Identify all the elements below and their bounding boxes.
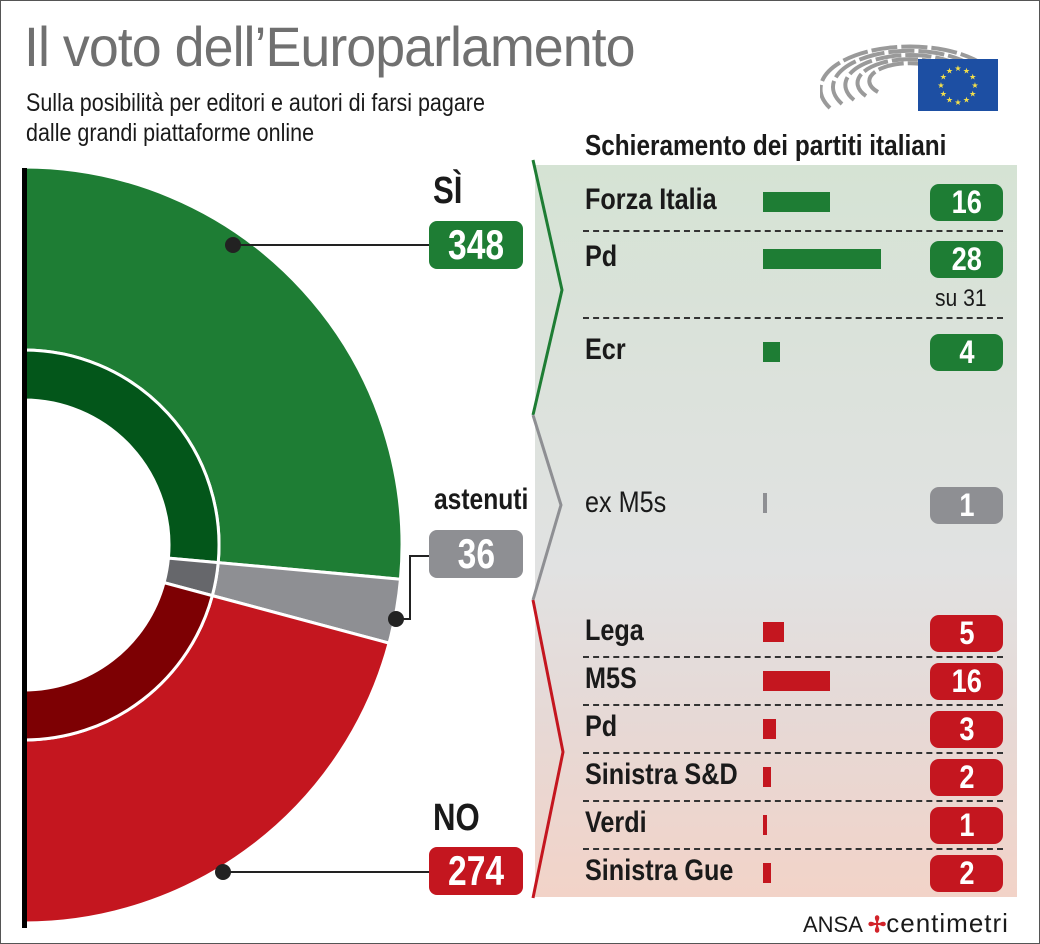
row-divider xyxy=(583,656,1003,658)
row-divider xyxy=(583,704,1003,706)
party-bar-pd-no xyxy=(763,719,776,739)
eu-flag-icon: ★ ★ ★ ★ ★ ★ ★ ★ ★ ★ ★ ★ xyxy=(918,59,998,111)
party-bar-ecr xyxy=(763,342,780,362)
abstain-count: 36 xyxy=(457,530,495,577)
party-label-verdi: Verdi xyxy=(585,806,647,839)
eu-star-icon: ★ xyxy=(954,98,961,107)
party-bar-ex-m5s xyxy=(763,493,768,513)
row-divider xyxy=(583,800,1003,802)
party-badge-ex-m5s: 1 xyxy=(930,487,1003,524)
no-count: 274 xyxy=(447,847,505,894)
party-value-verdi: 1 xyxy=(958,807,975,843)
eu-star-icon: ★ xyxy=(940,90,947,99)
abstain-label: astenuti xyxy=(434,483,529,516)
party-label-ecr: Ecr xyxy=(585,333,626,366)
row-divider xyxy=(583,752,1003,754)
party-badge-verdi: 1 xyxy=(930,807,1003,844)
eu-star-icon: ★ xyxy=(940,73,947,82)
eu-star-icon: ★ xyxy=(954,64,961,73)
credit-agency: ANSA xyxy=(803,912,862,937)
party-badge-sinistra-gue: 2 xyxy=(930,855,1003,892)
party-label-pd-yes: Pd xyxy=(585,240,618,273)
credit-brand: centimetri xyxy=(886,908,1009,938)
party-value-lega: 5 xyxy=(958,615,975,651)
yes-group-bracket xyxy=(531,159,564,416)
yes-label: SÌ xyxy=(433,170,463,212)
eu-star-icon: ★ xyxy=(969,90,976,99)
no-label: NO xyxy=(433,797,480,839)
party-bar-m5s xyxy=(763,671,831,691)
credit-logo: ANSA ✢centimetri xyxy=(803,908,1009,939)
abstain-count-badge: 36 xyxy=(429,530,523,578)
party-label-m5s: M5S xyxy=(585,662,637,695)
party-bar-sinistra-gue xyxy=(763,863,772,883)
row-divider xyxy=(583,317,1003,319)
party-badge-lega: 5 xyxy=(930,615,1003,652)
party-label-lega: Lega xyxy=(585,614,644,647)
party-value-m5s: 16 xyxy=(951,663,982,699)
subtitle: Sulla posibilità per editori e autori di… xyxy=(26,88,485,148)
party-label-sinistra-gue: Sinistra Gue xyxy=(585,854,734,887)
row-divider xyxy=(583,230,1003,232)
pd-yes-note: su 31 xyxy=(935,285,987,312)
party-bar-pd-yes xyxy=(763,249,881,269)
eu-star-icon: ★ xyxy=(946,96,953,105)
eu-stars: ★★★★★★★★★ ★ ★★ xyxy=(937,64,978,107)
row-divider xyxy=(583,848,1003,850)
party-bar-sinistra-sd xyxy=(763,767,772,787)
yes-connector-dot xyxy=(225,237,241,253)
party-label-sinistra-sd: Sinistra S&D xyxy=(585,758,738,791)
no-count-badge: 274 xyxy=(429,847,523,895)
page-title: Il voto dell’Europarlamento xyxy=(24,15,636,78)
donut-slice-no xyxy=(22,593,391,925)
party-badge-forza-italia: 16 xyxy=(930,184,1003,221)
subtitle-line-2: dalle grandi piattaforme online xyxy=(26,119,315,147)
abstain-connector-dot xyxy=(388,611,404,627)
party-bar-lega xyxy=(763,622,784,642)
party-value-pd-yes: 28 xyxy=(951,241,982,277)
party-label-pd-no: Pd xyxy=(585,710,618,743)
party-label-forza-italia: Forza Italia xyxy=(585,183,717,216)
donut-axis-line xyxy=(22,168,27,928)
party-value-forza-italia: 16 xyxy=(951,184,982,220)
party-badge-m5s: 16 xyxy=(930,663,1003,700)
party-badge-ecr: 4 xyxy=(930,334,1003,371)
party-bar-verdi xyxy=(763,815,768,835)
abstain-group-bracket xyxy=(531,414,563,601)
eu-star-icon: ★ xyxy=(969,73,976,82)
party-value-pd-no: 3 xyxy=(958,711,975,747)
yes-count-badge: 348 xyxy=(429,221,523,269)
party-value-sinistra-sd: 2 xyxy=(958,759,975,795)
no-connector-dot xyxy=(215,864,231,880)
eu-star-icon: ★ xyxy=(971,81,978,90)
yes-count: 348 xyxy=(447,221,505,268)
eu-star-icon: ★ xyxy=(937,81,944,90)
eu-star-icon: ★ xyxy=(963,66,970,75)
section-title: Schieramento dei partiti italiani xyxy=(585,130,947,162)
party-label-ex-m5s: ex M5s xyxy=(585,486,667,519)
centimetri-mark-icon: ✢ xyxy=(867,912,887,937)
subtitle-line-1: Sulla posibilità per editori e autori di… xyxy=(26,89,485,117)
party-badge-sinistra-sd: 2 xyxy=(930,759,1003,796)
party-badge-pd-yes: 28 xyxy=(930,241,1003,278)
eu-star-icon: ★ xyxy=(946,66,953,75)
party-badge-pd-no: 3 xyxy=(930,711,1003,748)
party-bar-forza-italia xyxy=(763,192,831,212)
party-value-ecr: 4 xyxy=(958,334,975,370)
eu-star-icon: ★ xyxy=(963,96,970,105)
party-value-ex-m5s: 1 xyxy=(958,487,975,523)
party-value-sinistra-gue: 2 xyxy=(958,855,975,891)
no-group-bracket xyxy=(531,599,565,899)
